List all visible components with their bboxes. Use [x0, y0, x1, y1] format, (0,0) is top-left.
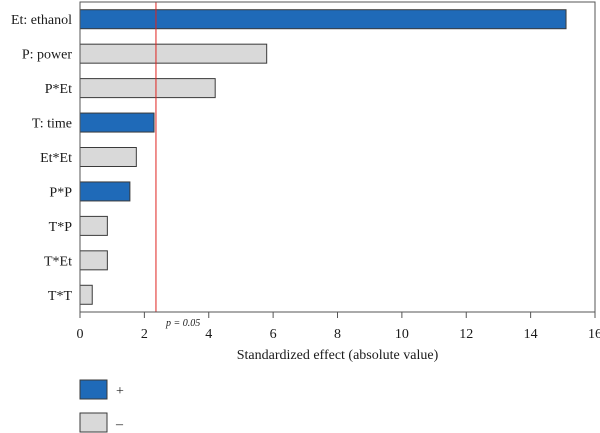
- bar-2: [79, 78, 216, 99]
- legend-swatch-negative: [79, 412, 108, 433]
- bar-group: [79, 9, 567, 305]
- category-label-6: T*P: [49, 220, 73, 235]
- bar-4: [79, 147, 137, 167]
- bar-7: [79, 250, 108, 271]
- category-label-7: T*Et: [44, 254, 72, 269]
- x-tick-label-2: 4: [205, 327, 212, 342]
- x-tick-label-0: 0: [77, 327, 84, 342]
- legend-swatch-positive: [79, 379, 108, 400]
- bar-3: [79, 112, 155, 133]
- category-label-2: P*Et: [45, 82, 72, 97]
- x-tick-label-4: 8: [334, 327, 341, 342]
- x-axis-title: Standardized effect (absolute value): [237, 348, 439, 363]
- x-tick-label-7: 14: [524, 327, 538, 342]
- legend-label-positive: +: [116, 384, 124, 399]
- x-tick-label-1: 2: [141, 327, 148, 342]
- legend: + –: [79, 379, 124, 433]
- bar-5: [79, 181, 131, 202]
- x-tick-label-8: 16: [588, 327, 600, 342]
- bar-1: [79, 43, 268, 64]
- category-label-0: Et: ethanol: [11, 13, 72, 28]
- bar-8: [79, 284, 93, 305]
- x-tick-label-5: 10: [395, 327, 409, 342]
- category-label-5: P*P: [49, 185, 72, 200]
- x-tick-label-6: 12: [459, 327, 473, 342]
- bar-6: [79, 215, 108, 236]
- category-label-4: Et*Et: [40, 151, 72, 166]
- reference-line-label: p = 0.05: [165, 318, 200, 329]
- category-label-3: T: time: [32, 117, 72, 132]
- bar-0: [79, 9, 567, 30]
- category-label-8: T*T: [48, 289, 73, 304]
- category-label-1: P: power: [22, 48, 73, 63]
- x-axis-ticks: 0 2 4 6 8 10 12 14 16: [77, 312, 600, 342]
- category-label-group: Et: ethanol P: power P*Et T: time Et*Et P*P T*…: [11, 13, 72, 304]
- x-tick-label-3: 6: [270, 327, 277, 342]
- legend-label-negative: –: [115, 417, 124, 432]
